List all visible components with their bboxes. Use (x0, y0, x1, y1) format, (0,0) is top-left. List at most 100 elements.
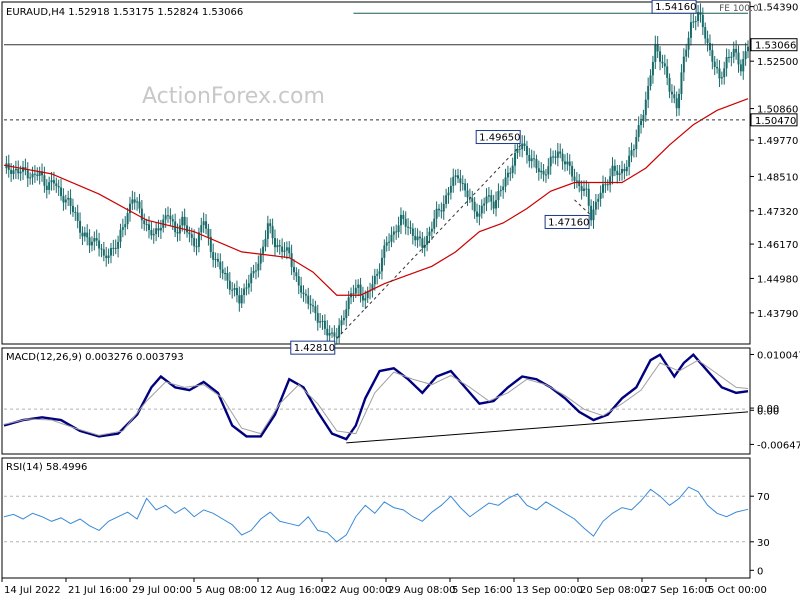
candle-body (385, 242, 388, 246)
candle-body (226, 273, 229, 281)
candle-body (566, 161, 569, 165)
candle-body (428, 231, 431, 236)
rsi-title: RSI(14) 58.4996 (6, 462, 87, 473)
candle-body (33, 173, 36, 175)
rsi-axis-label: 30 (757, 538, 770, 549)
candle-body (143, 220, 146, 225)
candle-body (678, 93, 681, 109)
candle-body (81, 232, 84, 237)
candle-body (326, 328, 329, 336)
candle-body (145, 224, 148, 226)
candle-body (739, 64, 742, 72)
candle-body (297, 276, 300, 286)
candle-body (140, 208, 143, 221)
candle-body (314, 306, 317, 314)
candle-body (473, 201, 476, 212)
candle-body (340, 320, 343, 326)
swing-annotation-box (651, 0, 697, 14)
time-axis-label: 5 Sep 16:00 (452, 585, 512, 596)
candle-body (742, 59, 745, 72)
candle-body (440, 210, 443, 212)
candle-body (212, 252, 215, 260)
candle-body (285, 247, 288, 251)
candle-body (221, 269, 224, 274)
macd-axis-label: -0.006476 (757, 440, 800, 451)
candle-body (271, 226, 274, 239)
candle-body (10, 169, 13, 174)
candle-body (449, 185, 452, 193)
axis-layer: 1.54390 1.52500 1.50860 1.49770 1.48510 1.473… (1, 3, 800, 596)
candle-body (266, 223, 269, 239)
candle-body (625, 166, 628, 172)
candle-body (119, 229, 122, 242)
candle-body (514, 152, 517, 166)
candle-body (247, 283, 250, 288)
candle-body (231, 289, 234, 291)
candle-body (706, 38, 709, 43)
candle-body (312, 305, 315, 307)
candle-body (611, 165, 614, 177)
price-tag-box (750, 113, 798, 127)
candle-body (233, 288, 236, 290)
candle-body (528, 155, 531, 162)
candle-body (190, 234, 193, 238)
candle-body (685, 49, 688, 57)
candle-body (150, 230, 153, 236)
candle-body (575, 180, 578, 182)
candle-body (426, 235, 429, 245)
macd-axis-label: 0.00 (757, 404, 779, 415)
candle-body (604, 184, 607, 186)
macd-series-signal (3, 359, 749, 436)
swing-annotation-label: 1.54160 (655, 2, 696, 13)
macd-axis-label: 0.00 (757, 406, 779, 417)
candle-body (55, 183, 58, 187)
candle-body (361, 295, 364, 301)
candle-body (202, 221, 205, 226)
candle-body (590, 205, 593, 221)
candle-body (623, 168, 626, 172)
candle-body (376, 273, 379, 276)
candle-body (380, 257, 383, 272)
candle-body (511, 165, 514, 173)
candle-body (599, 192, 602, 199)
candle-body (525, 145, 528, 156)
candle-body (167, 215, 170, 217)
candle-body (495, 200, 498, 209)
candle-body (219, 261, 222, 270)
candle-body (290, 253, 293, 268)
candle-body (366, 291, 369, 299)
candle-body (392, 231, 395, 235)
candle-body (178, 225, 181, 234)
price-axis-label: 1.49770 (757, 136, 798, 147)
candle-body (697, 12, 700, 22)
candle-body (31, 173, 34, 178)
candle-body (556, 151, 559, 158)
candle-body (276, 245, 279, 248)
time-axis-label: 5 Oct 00:00 (708, 585, 767, 596)
candle-body (359, 284, 362, 296)
candle-body (395, 231, 398, 233)
candle-body (354, 287, 357, 294)
candle-body (273, 238, 276, 248)
candle-body (561, 153, 564, 162)
candle-body (64, 199, 67, 203)
candle-body (637, 125, 640, 138)
candle-body (164, 215, 167, 220)
candle-body (720, 77, 723, 79)
candle-body (490, 195, 493, 202)
price-axis-label: 1.47320 (757, 207, 798, 218)
candle-body (207, 228, 210, 237)
candle-body (121, 227, 124, 230)
candle-body (100, 248, 103, 250)
candle-body (321, 320, 324, 322)
candle-body (200, 225, 203, 233)
candle-body (418, 236, 421, 239)
candle-body (278, 245, 281, 247)
candle-body (209, 236, 212, 253)
candle-body (421, 238, 424, 248)
watermark: ActionForex.com (142, 84, 325, 109)
time-axis-label: 21 Jul 16:00 (68, 585, 128, 596)
candle-body (559, 151, 562, 154)
time-axis-label: 22 Aug 00:00 (324, 585, 391, 596)
time-axis-label: 20 Sep 08:00 (580, 585, 647, 596)
